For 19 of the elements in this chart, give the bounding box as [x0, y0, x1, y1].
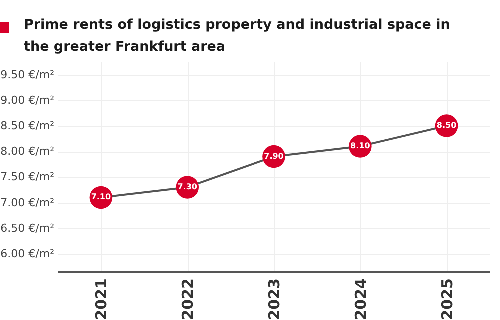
y-tick-label: 7.50 €/m² — [0, 170, 54, 184]
text: 8.10 — [350, 142, 370, 151]
y-tick-label: 9.50 €/m² — [0, 68, 54, 82]
chart-title: Prime rents of logistics property and industrial space in the greater Frankfurt area — [24, 16, 452, 57]
x-tick-label: 2025 — [438, 278, 456, 320]
x-tick-label: 2023 — [266, 278, 284, 320]
text: 7.10 — [91, 192, 112, 202]
text: 7.30 — [178, 182, 198, 192]
x-tick-label: 2021 — [92, 278, 111, 320]
y-tick-label: 9.00 €/m² — [0, 94, 54, 107]
x-tick-label: 2022 — [179, 278, 198, 320]
text: 8.50 — [436, 121, 457, 130]
y-tick-label: 8.50 €/m² — [0, 120, 54, 133]
x-tick-label: 2024 — [352, 278, 370, 320]
y-tick-label: 6.00 €/m² — [0, 248, 54, 261]
y-tick-label: 6.50 €/m² — [0, 222, 54, 235]
text: 7.90 — [264, 152, 284, 161]
y-tick-label: 8.00 €/m² — [0, 145, 54, 158]
y-tick-label: 7.00 €/m² — [0, 196, 54, 210]
